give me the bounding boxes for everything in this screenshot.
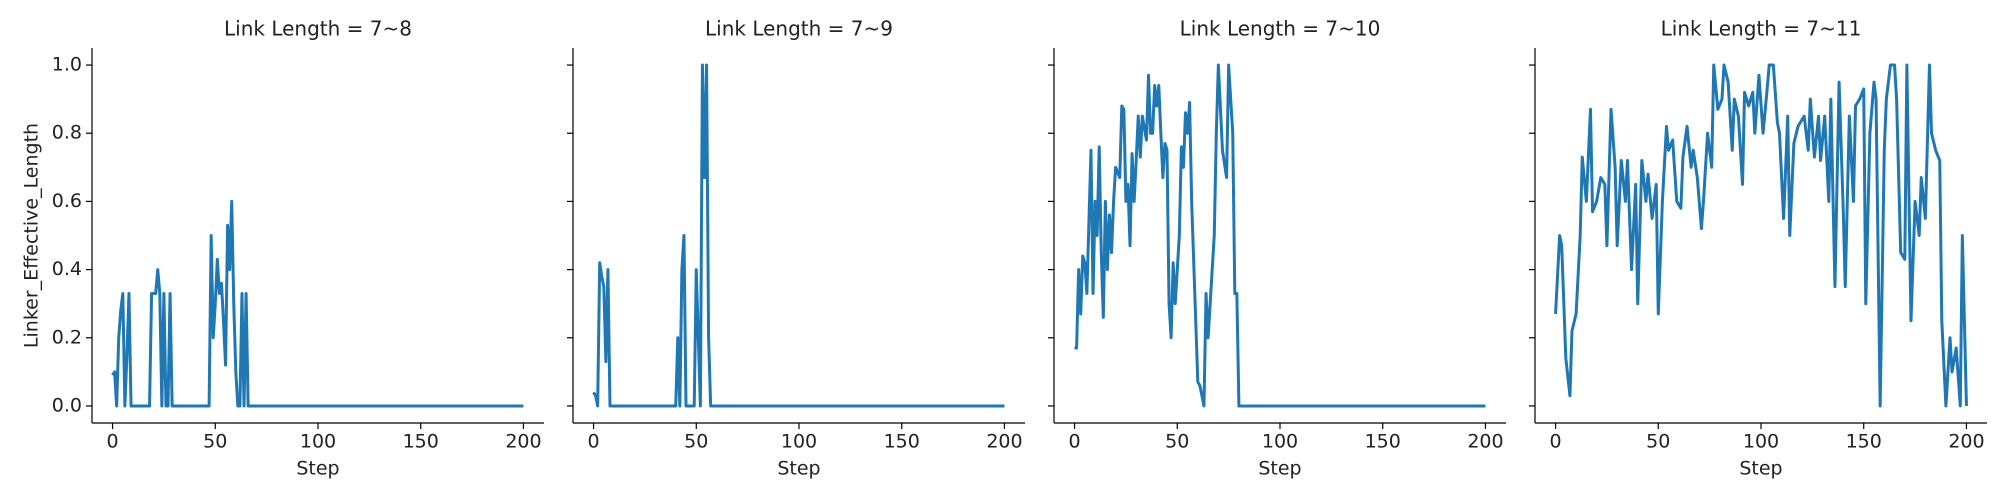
x-axis-label: Step: [777, 458, 820, 480]
y-tick-label: 0.2: [52, 326, 82, 348]
x-tick-label: 0: [1068, 431, 1080, 453]
x-axis-label: Step: [296, 458, 339, 480]
x-tick-label: 150: [1365, 431, 1401, 453]
panel-title: Link Length = 7~10: [1180, 17, 1381, 41]
data-line: [1074, 63, 1486, 408]
panel-title: Link Length = 7~8: [224, 17, 412, 41]
data-line: [592, 63, 1005, 408]
x-tick-label: 100: [300, 431, 336, 453]
x-tick-label: 0: [106, 431, 118, 453]
x-tick-label: 100: [1743, 431, 1779, 453]
panel-title: Link Length = 7~11: [1661, 17, 1862, 41]
panel-title: Link Length = 7~9: [705, 17, 893, 41]
x-tick-label: 200: [1948, 431, 1984, 453]
x-tick-label: 200: [1467, 431, 1503, 453]
x-tick-label: 150: [403, 431, 439, 453]
y-axis-label: Linker_Effective_Length: [21, 123, 43, 348]
x-axis-label: Step: [1258, 458, 1301, 480]
y-tick-label: 0.4: [52, 258, 82, 280]
data-line: [1554, 63, 1968, 408]
x-tick-label: 150: [884, 431, 920, 453]
x-tick-label: 0: [1549, 431, 1561, 453]
y-tick-label: 0.6: [52, 190, 82, 212]
x-tick-label: 50: [1646, 431, 1670, 453]
y-tick-label: 0.8: [52, 122, 82, 144]
x-tick-label: 200: [986, 431, 1022, 453]
data-line: [111, 199, 524, 408]
y-tick-label: 1.0: [52, 54, 82, 76]
y-tick-label: 0.0: [52, 394, 82, 416]
x-tick-label: 50: [203, 431, 227, 453]
x-tick-label: 50: [1165, 431, 1189, 453]
x-tick-label: 100: [781, 431, 817, 453]
x-tick-label: 0: [587, 431, 599, 453]
x-axis-label: Step: [1739, 458, 1782, 480]
x-tick-label: 100: [1262, 431, 1298, 453]
x-tick-label: 200: [505, 431, 541, 453]
x-tick-label: 50: [684, 431, 708, 453]
x-tick-label: 150: [1846, 431, 1882, 453]
